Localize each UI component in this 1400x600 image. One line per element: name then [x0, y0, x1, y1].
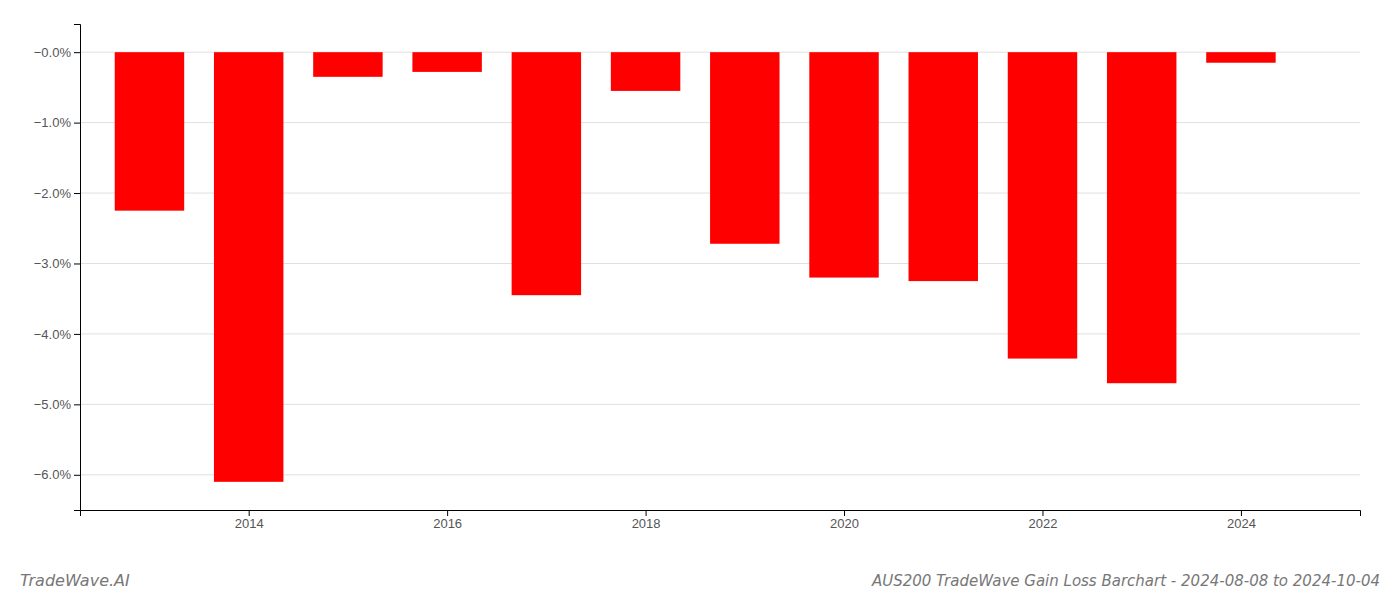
x-tick-mark — [447, 510, 448, 516]
annotation: TradeWave.AI — [20, 571, 130, 590]
bar — [512, 52, 581, 295]
bar — [710, 52, 779, 244]
bar — [909, 52, 978, 281]
y-tick-label: −1.0% — [34, 115, 72, 130]
x-tick-mark — [1241, 510, 1242, 516]
y-tick: −5.0% — [34, 397, 80, 412]
title: AUS200 TradeWave Gain Loss Barchart - 20… — [871, 572, 1380, 590]
x-tick: 2024 — [1227, 510, 1256, 531]
x-tick: 2022 — [1029, 510, 1058, 531]
bar — [412, 52, 481, 72]
marks — [115, 52, 1276, 482]
x-tick: 2020 — [830, 510, 859, 531]
y-tick: −6.0% — [34, 467, 80, 482]
y-tick: −4.0% — [34, 327, 80, 342]
y-tick: −1.0% — [34, 115, 80, 130]
y-tick-mark — [74, 334, 80, 335]
x-tick-mark — [646, 510, 647, 516]
y-tick: −3.0% — [34, 256, 80, 271]
y-tick: −0.0% — [34, 45, 80, 60]
x-tick-label: 2018 — [632, 516, 661, 531]
bar — [1008, 52, 1077, 358]
bar — [1206, 52, 1275, 63]
x-tick-label: 2016 — [433, 516, 462, 531]
y-axis: −0.0% −1.0% −2.0% −3.0% −4.0% −5.0% −6.0% — [34, 25, 81, 511]
x-tick-mark — [249, 510, 250, 516]
bar — [611, 52, 680, 91]
y-tick-label: −6.0% — [34, 467, 72, 482]
y-tick-label: −0.0% — [34, 45, 72, 60]
x-tick: 2014 — [235, 510, 264, 531]
bar — [1107, 52, 1176, 383]
x-axis: 2014 2016 2018 2020 2022 2024 — [81, 510, 1361, 531]
y-tick-mark — [74, 52, 80, 53]
y-tick-mark — [74, 193, 80, 194]
y-axis-line — [74, 25, 81, 511]
bar — [214, 52, 283, 482]
x-tick-label: 2014 — [235, 516, 264, 531]
x-axis-line — [81, 511, 1361, 517]
chart: 201420162018202020222024−0.0%−1.0%−2.0%−… — [0, 0, 1400, 600]
y-tick-label: −2.0% — [34, 186, 72, 201]
bar — [115, 52, 184, 210]
y-tick-mark — [74, 404, 80, 405]
y-tick: −2.0% — [34, 186, 80, 201]
y-tick-label: −5.0% — [34, 397, 72, 412]
y-tick-mark — [74, 123, 80, 124]
x-tick-label: 2024 — [1227, 516, 1256, 531]
y-tick-label: −4.0% — [34, 327, 72, 342]
x-tick: 2018 — [632, 510, 661, 531]
x-tick-label: 2020 — [830, 516, 859, 531]
x-tick-mark — [1042, 510, 1043, 516]
y-tick-label: −3.0% — [34, 256, 72, 271]
y-tick-mark — [74, 263, 80, 264]
bar — [809, 52, 878, 277]
plot: 201420162018202020222024−0.0%−1.0%−2.0%−… — [34, 25, 1361, 532]
x-tick-mark — [844, 510, 845, 516]
x-tick-label: 2022 — [1029, 516, 1058, 531]
y-tick-mark — [74, 475, 80, 476]
bar — [313, 52, 382, 77]
x-tick: 2016 — [433, 510, 462, 531]
